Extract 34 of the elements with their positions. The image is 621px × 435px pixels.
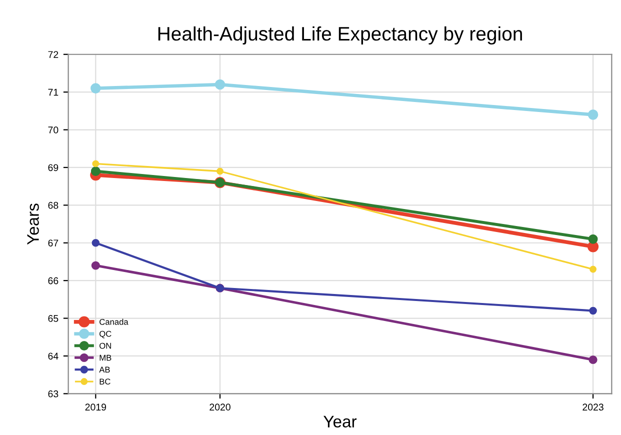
point [91,261,100,270]
y-axis-title: Years [27,204,39,245]
y-tick-label: 66 [48,277,58,284]
chart-title: Health-Adjusted Life Expectancy by region [158,26,522,45]
x-axis-title: Year [324,416,357,428]
point [92,160,100,168]
y-tick-label: 67 [48,240,58,246]
point [589,306,597,315]
legend-label: Canada [100,318,128,325]
point [588,234,598,244]
y-tick-label: 69 [48,164,58,172]
point [90,166,100,176]
point [590,266,597,273]
y-tick-label: 70 [48,126,58,134]
point [588,110,598,120]
y-tick-label: 65 [48,315,58,322]
legend-label: ON [100,342,111,349]
x-tick-label: 2019 [85,404,106,411]
point [92,238,100,247]
y-tick-label: 64 [48,352,58,360]
point [90,83,101,94]
point [214,79,226,90]
y-tick-label: 72 [48,51,58,58]
point [216,168,224,175]
x-tick-label: 2023 [582,404,604,411]
y-tick-label: 63 [48,390,58,398]
legend-label: MB [100,354,112,361]
legend-label: QC [100,330,112,338]
x-tick-label: 2020 [210,404,230,411]
point [588,355,598,364]
y-tick-label: 71 [48,88,58,96]
legend-label: AB [99,366,110,373]
legend-label: BC [100,378,110,385]
y-tick-label: 68 [48,202,58,209]
